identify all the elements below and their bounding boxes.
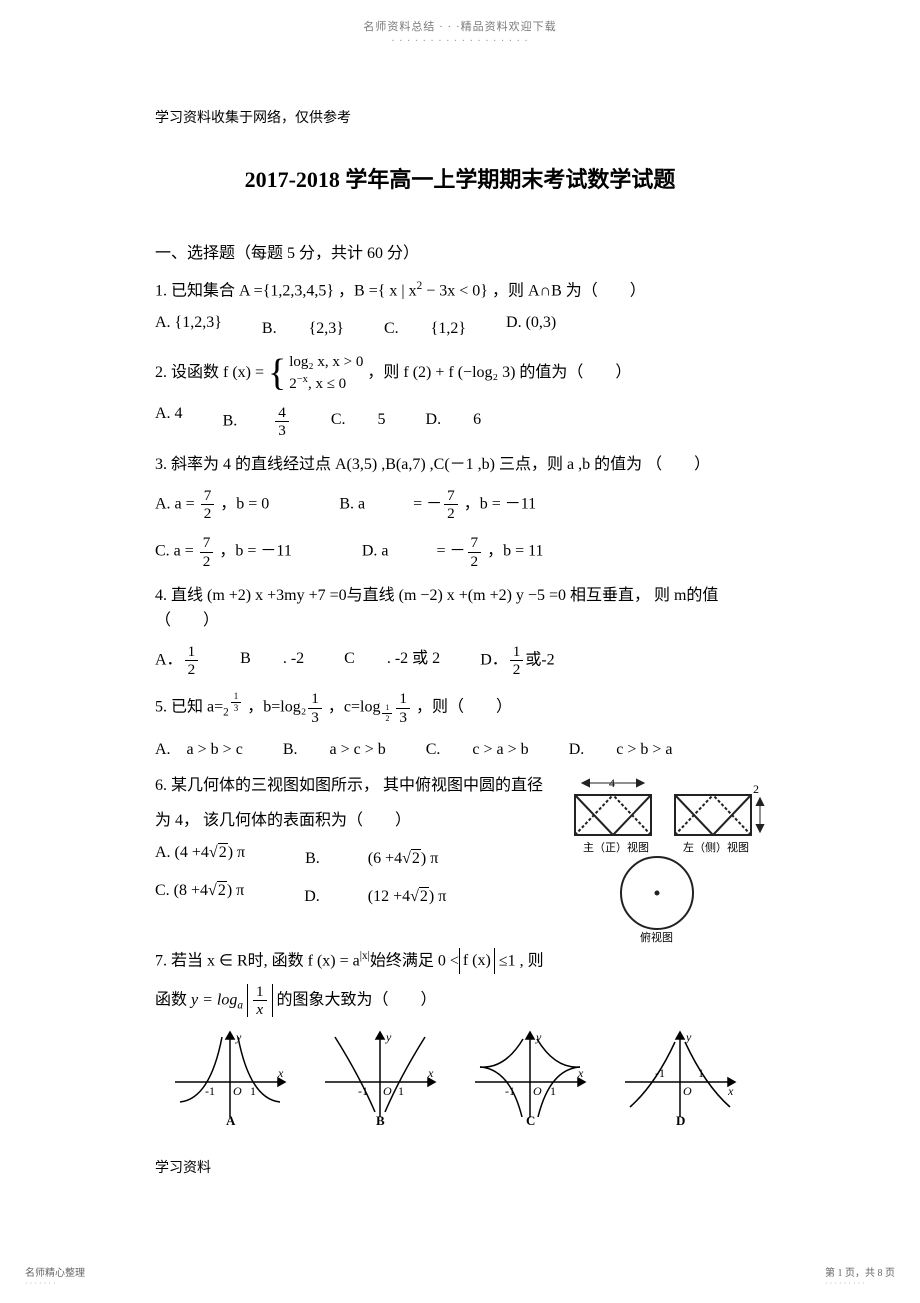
svg-text:-1: -1: [358, 1084, 368, 1098]
graph-a-icon: -1 O 1 x y A: [170, 1027, 290, 1127]
q1-stem-a: 1. 已知集合 A ={1,2,3,4,5} ，B ={ x | x: [155, 282, 417, 299]
svg-text:4: 4: [609, 776, 615, 790]
q1-opt-c: C. {1,2}: [384, 314, 466, 338]
brace-icon: {: [268, 352, 286, 395]
header-text: 名师资料总结 · · ·精品资料欢迎下载: [0, 18, 920, 34]
header-dots: · · · · · · · · · · · · · · · · · ·: [0, 36, 920, 47]
q3-opt-d: D. a = －72 ，b = 11: [362, 535, 544, 568]
svg-text:-1: -1: [655, 1066, 665, 1080]
q2-case2: 2−x, x ≤ 0: [289, 373, 363, 395]
svg-text:1: 1: [398, 1084, 404, 1098]
q5-opt-c: C. c > a > b: [426, 735, 529, 759]
q6-opt-b: B. (6 +42) π: [305, 844, 438, 868]
note-bottom: 学习资料: [155, 1157, 765, 1177]
svg-text:y: y: [235, 1030, 242, 1044]
q5-opt-a: A. a > b > c: [155, 735, 243, 759]
svg-text:-1: -1: [205, 1084, 215, 1098]
svg-text:-1: -1: [505, 1084, 515, 1098]
q1-opt-a: A. {1,2,3}: [155, 314, 222, 338]
q2-opt-a: A. 4: [155, 405, 183, 438]
question-7-line1: 7. 若当 x ∈ R时, 函数 f (x) = a|x|始终满足 0 < f …: [155, 948, 765, 974]
svg-text:O: O: [533, 1084, 542, 1098]
q4-opt-a: A．12: [155, 644, 200, 677]
question-4: 4. 直线 (m +2) x +3my +7 =0与直线 (m −2) x +(…: [155, 583, 765, 634]
footer-right-dots: · · · · · · · · ·: [825, 1279, 895, 1288]
q4-options: A．12 B . -2 C . -2 或 2 D．12或-2: [155, 644, 765, 677]
svg-text:D: D: [676, 1113, 685, 1127]
question-2: 2. 设函数 f (x) = { log₂ x, x > 0 2−x, x ≤ …: [155, 352, 765, 395]
footer-right-text: 第 1 页，共 8 页: [825, 1264, 895, 1279]
footer-left-dots: · · · · · · ·: [25, 1279, 85, 1288]
q4-opt-d: D．12或-2: [480, 644, 555, 677]
svg-text:A: A: [226, 1113, 236, 1127]
svg-text:1: 1: [698, 1066, 704, 1080]
question-1: 1. 已知集合 A ={1,2,3,4,5} ，B ={ x | x2 − 3x…: [155, 278, 765, 304]
q4-opt-b: B . -2: [240, 644, 304, 677]
graph-d-icon: -1 O 1 x y D: [620, 1027, 740, 1127]
q4-opt-c: C . -2 或 2: [344, 644, 440, 677]
question-3: 3. 斜率为 4 的直线经过点 A(3,5) ,B(a,7) ,C(－1 ,b)…: [155, 452, 765, 478]
q3-opt-b: B. a = －72 ，b = －11: [339, 488, 536, 521]
question-6: 4 2 主（正）视图 左（侧）视图 俯视图 6. 某几何体的三视图如图所示， 其…: [155, 773, 765, 948]
q1-stem-b: − 3x < 0} ，则 A∩B 为（ ）: [422, 282, 646, 299]
svg-text:2: 2: [753, 782, 759, 796]
q2-piecewise: { log₂ x, x > 0 2−x, x ≤ 0: [268, 352, 363, 395]
svg-text:y: y: [385, 1030, 392, 1044]
svg-text:y: y: [685, 1030, 692, 1044]
svg-text:x: x: [727, 1084, 734, 1098]
svg-text:1: 1: [250, 1084, 256, 1098]
svg-text:y: y: [535, 1030, 542, 1044]
svg-text:O: O: [383, 1084, 392, 1098]
question-5: 5. 已知 a=213 ，b=log₂13 ，c=log1213 ，则（ ）: [155, 691, 765, 724]
graph-c-icon: -1 O 1 x y C: [470, 1027, 590, 1127]
three-view-icon: 4 2 主（正）视图 左（侧）视图 俯视图: [565, 773, 765, 943]
svg-text:主（正）视图: 主（正）视图: [583, 840, 649, 854]
q3-opt-c: C. a = 72 ，b = －11: [155, 535, 292, 568]
q5-options: A. a > b > c B. a > c > b C. c > a > b D…: [155, 735, 765, 759]
q1-options: A. {1,2,3} B. {2,3} C. {1,2} D. (0,3): [155, 314, 765, 338]
q6-opt-d: D. (12 +42) π: [304, 882, 446, 906]
q5-opt-d: D. c > b > a: [569, 735, 673, 759]
svg-text:x: x: [277, 1066, 284, 1080]
q6-options-row2: C. (8 +42) π D. (12 +42) π: [155, 882, 555, 906]
q7-graphs: -1 O 1 x y A -1 O 1 x y B: [170, 1027, 765, 1127]
question-7-line2: 函数 y = loga 1x 的图象大致为（ ）: [155, 984, 765, 1017]
q1-opt-b: B. {2,3}: [262, 314, 344, 338]
svg-text:俯视图: 俯视图: [640, 930, 673, 943]
svg-text:O: O: [233, 1084, 242, 1098]
q2-opt-d: D. 6: [426, 405, 482, 438]
svg-text:O: O: [683, 1084, 692, 1098]
footer-left-text: 名师精心整理: [25, 1264, 85, 1279]
footer-right: 第 1 页，共 8 页 · · · · · · · · ·: [825, 1264, 895, 1288]
content: 学习资料收集于网络，仅供参考 2017-2018 学年高一上学期期末考试数学试题…: [0, 47, 920, 1177]
svg-text:x: x: [427, 1066, 434, 1080]
q3-options-row1: A. a = 72 ，b = 0 B. a = －72 ，b = －11: [155, 488, 765, 521]
q2-stem-a: 2. 设函数 f (x) =: [155, 364, 268, 381]
q2-opt-b: B. 43: [223, 405, 291, 438]
section-head: 一、选择题（每题 5 分，共计 60 分）: [155, 239, 765, 263]
svg-text:B: B: [376, 1113, 385, 1127]
q6-options-row1: A. (4 +42) π B. (6 +42) π: [155, 844, 555, 868]
q2-case1: log₂ x, x > 0: [289, 352, 363, 373]
q6-figure: 4 2 主（正）视图 左（侧）视图 俯视图: [565, 773, 765, 948]
svg-text:C: C: [526, 1113, 535, 1127]
page-header: 名师资料总结 · · ·精品资料欢迎下载 · · · · · · · · · ·…: [0, 0, 920, 47]
q6-opt-a: A. (4 +42) π: [155, 844, 245, 868]
q2-stem-b: ，则 f (2) + f (−log₂ 3) 的值为（ ）: [367, 364, 631, 381]
q5-opt-b: B. a > c > b: [283, 735, 386, 759]
note-top: 学习资料收集于网络，仅供参考: [155, 107, 765, 127]
graph-b-icon: -1 O 1 x y B: [320, 1027, 440, 1127]
svg-text:x: x: [577, 1066, 584, 1080]
footer-left: 名师精心整理 · · · · · · ·: [25, 1264, 85, 1288]
q1-opt-d: D. (0,3): [506, 314, 556, 338]
q3-options-row2: C. a = 72 ，b = －11 D. a = －72 ，b = 11: [155, 535, 765, 568]
q2-options: A. 4 B. 43 C. 5 D. 6: [155, 405, 765, 438]
q6-opt-c: C. (8 +42) π: [155, 882, 244, 906]
q2-opt-c: C. 5: [331, 405, 386, 438]
q3-opt-a: A. a = 72 ，b = 0: [155, 488, 269, 521]
main-title: 2017-2018 学年高一上学期期末考试数学试题: [155, 162, 765, 194]
svg-text:左（侧）视图: 左（侧）视图: [683, 840, 749, 854]
svg-text:1: 1: [550, 1084, 556, 1098]
